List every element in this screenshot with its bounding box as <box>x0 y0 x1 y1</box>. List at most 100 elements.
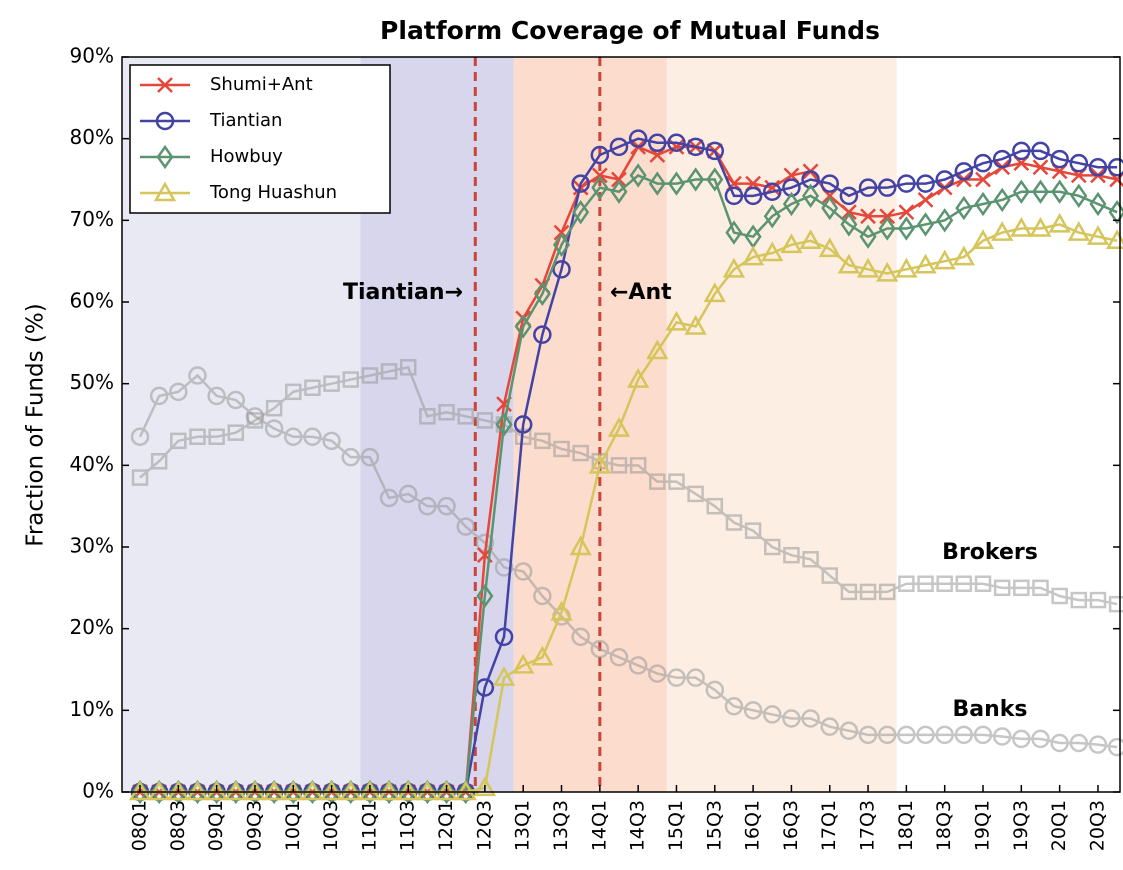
data-point <box>724 697 744 716</box>
data-point <box>782 709 801 728</box>
data-point <box>936 208 954 233</box>
data-point <box>668 473 685 490</box>
data-point <box>572 444 589 462</box>
data-point <box>840 212 858 237</box>
y-tick-label: 70% <box>70 207 114 231</box>
data-point <box>188 779 207 805</box>
data-point <box>418 496 437 516</box>
data-point <box>208 779 226 805</box>
data-point <box>473 776 497 797</box>
data-point <box>265 779 283 805</box>
data-point <box>1032 159 1049 176</box>
data-point <box>821 567 838 584</box>
data-point <box>895 257 918 278</box>
data-point <box>897 725 916 745</box>
data-point <box>1070 591 1088 609</box>
data-point <box>841 204 857 221</box>
x-tick-label: 15Q1 <box>665 800 687 851</box>
series-annotation: Brokers <box>942 540 1038 565</box>
data-point <box>169 382 188 402</box>
data-point <box>130 427 150 446</box>
data-point <box>780 233 803 254</box>
data-point <box>1089 191 1107 217</box>
data-point <box>611 171 627 188</box>
data-point <box>879 208 896 225</box>
data-point <box>992 149 1012 169</box>
x-tick-label: 10Q3 <box>320 800 342 851</box>
data-point <box>512 653 535 674</box>
data-point <box>917 575 934 592</box>
data-point <box>226 390 246 410</box>
x-tick-label: 16Q3 <box>780 800 802 851</box>
data-point <box>917 192 934 208</box>
x-tick-label: 19Q1 <box>972 800 994 851</box>
y-tick-label: 80% <box>70 125 114 149</box>
data-point <box>610 457 628 474</box>
data-point <box>513 415 533 434</box>
data-point <box>303 427 322 446</box>
data-point <box>1108 595 1123 613</box>
data-point <box>839 721 859 740</box>
x-tick-label: 15Q3 <box>703 800 725 851</box>
data-point <box>1012 179 1030 204</box>
data-point <box>992 727 1012 746</box>
data-point <box>935 170 954 189</box>
data-point <box>799 229 822 249</box>
data-point <box>416 780 439 801</box>
data-point <box>457 408 474 425</box>
data-point <box>323 375 340 392</box>
data-point <box>1069 153 1089 173</box>
data-point <box>265 399 283 417</box>
data-point <box>341 447 361 467</box>
x-tick-label: 17Q3 <box>857 800 879 851</box>
data-point <box>246 779 264 805</box>
y-tick-label: 60% <box>70 289 114 313</box>
data-point <box>380 779 398 805</box>
x-tick-label: 13Q3 <box>550 800 572 851</box>
data-point <box>802 551 819 568</box>
data-point <box>821 195 839 221</box>
data-point <box>131 469 149 486</box>
data-point <box>494 627 514 647</box>
legend-marker <box>157 77 173 93</box>
legend-marker <box>156 144 174 170</box>
data-point <box>1069 733 1089 753</box>
data-point <box>876 261 899 282</box>
data-point <box>610 179 628 204</box>
data-point <box>243 780 267 801</box>
data-point <box>952 245 975 266</box>
data-point <box>646 339 669 360</box>
data-point <box>1050 149 1069 169</box>
data-point <box>437 496 456 516</box>
legend-label: Tiantian <box>209 110 282 131</box>
data-point <box>859 583 877 601</box>
y-tick-label: 0% <box>82 779 114 803</box>
data-point <box>304 379 321 396</box>
data-point <box>322 431 341 451</box>
data-point <box>167 780 190 801</box>
legend-label: Shumi+Ant <box>210 74 313 95</box>
data-point <box>974 191 992 217</box>
legend-box <box>129 64 391 214</box>
y-tick-label: 90% <box>70 44 114 68</box>
x-tick-label: 20Q1 <box>1048 800 1070 851</box>
data-point <box>572 199 590 225</box>
data-point <box>667 668 686 687</box>
data-point <box>533 586 552 606</box>
data-point <box>398 484 418 504</box>
data-point <box>609 648 629 667</box>
data-point <box>208 428 225 445</box>
data-point <box>860 208 876 225</box>
data-point <box>743 701 763 720</box>
x-tick-label: 19Q3 <box>1010 800 1032 851</box>
data-point <box>207 386 226 406</box>
data-point <box>839 186 859 206</box>
data-point <box>264 419 284 438</box>
data-point <box>1012 729 1031 749</box>
data-point <box>476 412 494 429</box>
data-point <box>687 485 704 503</box>
data-point <box>1088 158 1108 177</box>
data-point <box>878 583 896 601</box>
data-point <box>629 457 647 474</box>
data-point <box>761 241 784 262</box>
